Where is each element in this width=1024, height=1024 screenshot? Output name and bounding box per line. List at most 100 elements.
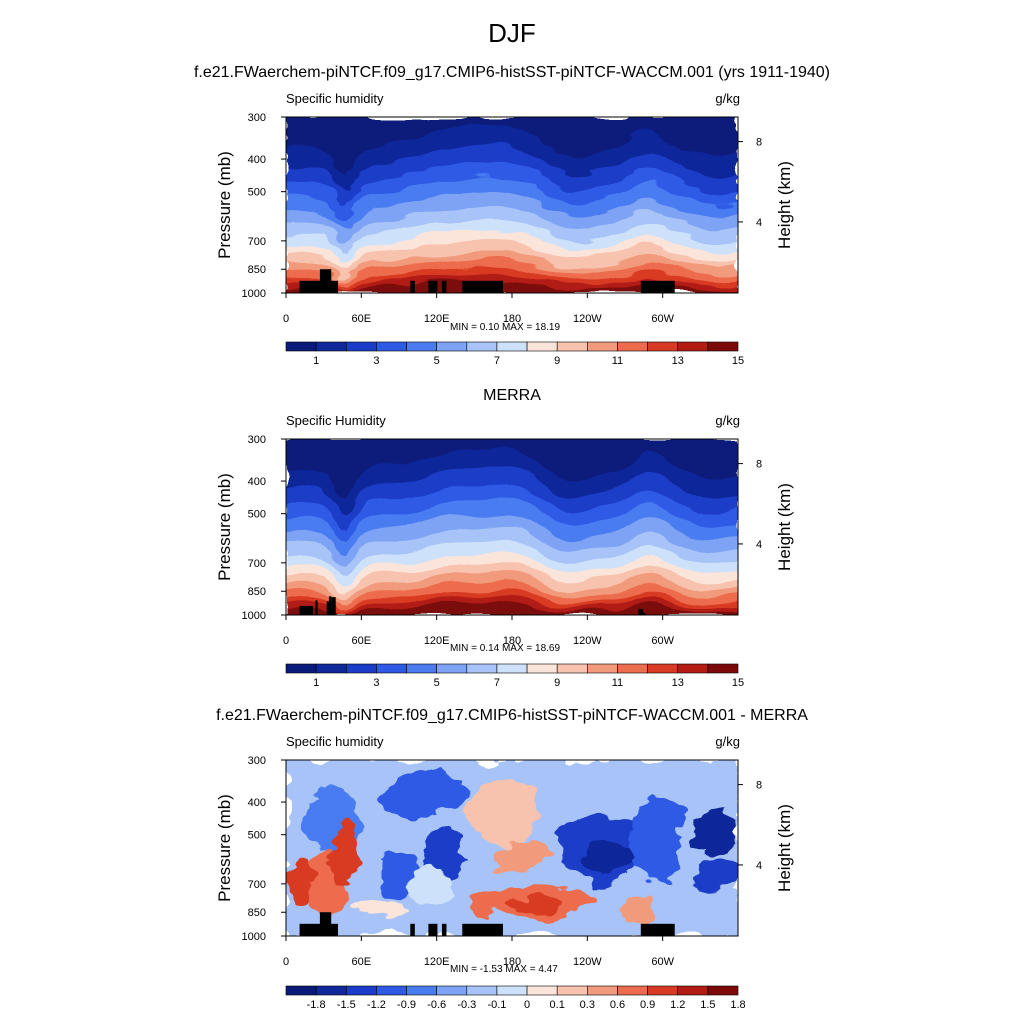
panel-1-colorbar-label-1: 3 xyxy=(373,355,379,367)
panel-2-colorbar-box-0 xyxy=(285,663,317,674)
panel-3-anomaly-8 xyxy=(584,839,639,875)
panel-1-colorbar-label-5: 11 xyxy=(612,355,623,367)
panel-1-colorbar-box-3 xyxy=(376,341,407,352)
panel-3-anomaly-6 xyxy=(507,895,562,914)
panel-3-colorbar-box-13 xyxy=(677,985,709,996)
panel-2-ytick-label-2: 500 xyxy=(248,509,266,521)
panel-1-xtick-label-3: 180 xyxy=(503,313,521,325)
panel-1-colorbar-box-8 xyxy=(526,341,558,352)
panel-3-topography-6 xyxy=(640,923,675,936)
panel-3-colorbar-box-10 xyxy=(587,985,618,996)
panel-3-anomaly-4 xyxy=(493,839,549,875)
panel-2-colorbar-label-2: 5 xyxy=(434,677,440,689)
panel-2-y2tick-label-1: 4 xyxy=(756,539,762,551)
panel-1-topography-1 xyxy=(319,269,332,293)
panel-2-ytick-label-0: 300 xyxy=(248,434,266,446)
panel-3-colorbar-label-11: 0.9 xyxy=(640,999,655,1011)
panel-2-colorbar-box-2 xyxy=(345,663,377,674)
panel-1-colorbar-box-4 xyxy=(406,341,437,352)
panel-2-xtick-label-2: 120E xyxy=(424,635,450,647)
panel-3-colorbar-box-14 xyxy=(707,985,739,996)
panel-2-colorbar-box-13 xyxy=(677,663,709,674)
panel-3-minmax: MIN = -1.53 MAX = 4.47 xyxy=(450,964,558,975)
panel-3-colorbar-label-4: -0.6 xyxy=(427,999,446,1011)
panel-3-anomaly-18 xyxy=(656,886,711,915)
panel-1-ytick-label-0: 300 xyxy=(248,112,266,124)
panel-3-anomaly-11 xyxy=(692,856,738,892)
panel-3-colorbar-label-13: 1.5 xyxy=(700,999,715,1011)
panel-3-colorbar-label-6: -0.1 xyxy=(487,999,506,1011)
panel-2-colorbar-box-1 xyxy=(315,663,347,674)
panel-1-ytick-label-2: 500 xyxy=(248,187,266,199)
panel-1-topography-3 xyxy=(428,280,438,293)
panel-1-units-label: g/kg xyxy=(715,91,740,106)
panel-2-colorbar-box-5 xyxy=(436,663,468,674)
panel-3-colorbar-box-3 xyxy=(376,985,407,996)
panel-1-colorbar-box-11 xyxy=(617,341,648,352)
panel-1-colorbar-box-5 xyxy=(436,341,468,352)
panel-1-colorbar-label-2: 5 xyxy=(434,355,440,367)
panel-1-variable-label: Specific humidity xyxy=(286,91,384,106)
panel-1-colorbar-label-3: 7 xyxy=(494,355,500,367)
panel-3-colorbar-box-7 xyxy=(496,985,528,996)
panel-3-variable-label: Specific humidity xyxy=(286,734,384,749)
panel-2-colorbar-box-3 xyxy=(376,663,407,674)
panel-3-colorbar-label-1: -1.5 xyxy=(337,999,356,1011)
panel-1-colorbar-box-1 xyxy=(315,341,347,352)
panel-3-ytick-label-4: 850 xyxy=(248,907,266,919)
panel-3-xtick-label-4: 120W xyxy=(573,956,602,968)
panel-2-xtick-label-0: 0 xyxy=(283,635,289,647)
panel-2-colorbar-box-10 xyxy=(587,663,618,674)
panel-2-colorbar-box-6 xyxy=(466,663,498,674)
panel-2-colorbar-box-9 xyxy=(556,663,588,674)
panel-3-colorbar-box-8 xyxy=(526,985,558,996)
panel-2-topography-2 xyxy=(315,600,318,615)
panel-3-anomaly-16 xyxy=(408,865,454,908)
panel-2-colorbar-label-5: 11 xyxy=(612,677,623,689)
panel-3-y2tick-label-0: 8 xyxy=(756,780,762,792)
figure-title: DJF xyxy=(488,18,536,48)
panel-3-ytick-label-1: 400 xyxy=(248,797,266,809)
panel-1-band-14 xyxy=(286,280,738,293)
panel-1-colorbar-box-13 xyxy=(677,341,709,352)
panel-3-topography-1 xyxy=(319,912,332,936)
panel-2-colorbar-label-0: 1 xyxy=(313,677,319,689)
panel-3-topography-2 xyxy=(410,923,415,936)
panel-3-title: f.e21.FWaerchem-piNTCF.f09_g17.CMIP6-his… xyxy=(216,707,808,724)
panel-1-topography-5 xyxy=(462,280,503,293)
panel-3-colorbar-label-3: -0.9 xyxy=(397,999,416,1011)
panel-3-y2tick-label-1: 4 xyxy=(756,860,762,872)
panel-2-colorbar-label-7: 15 xyxy=(732,677,744,689)
panel-3-colorbar-box-12 xyxy=(647,985,679,996)
panel-1-colorbar-label-7: 15 xyxy=(732,355,744,367)
panel-3-colorbar-label-7: 0 xyxy=(524,999,530,1011)
panel-2-ytick-label-1: 400 xyxy=(248,476,266,488)
panel-1-colorbar-box-12 xyxy=(647,341,679,352)
panel-1-ytick-label-4: 850 xyxy=(248,264,266,276)
panel-2-units-label: g/kg xyxy=(715,413,740,428)
panel-3-colorbar-box-9 xyxy=(556,985,588,996)
panel-1-colorbar-box-14 xyxy=(707,341,739,352)
panel-3-topography-4 xyxy=(441,923,447,936)
panel-3-colorbar-label-0: -1.8 xyxy=(307,999,326,1011)
panel-2-colorbar-box-14 xyxy=(707,663,739,674)
panel-3-anomaly-10 xyxy=(692,809,738,852)
panel-1-colorbar-box-7 xyxy=(496,341,528,352)
panel-2-xtick-label-5: 60W xyxy=(651,635,674,647)
panel-3-colorbar-box-1 xyxy=(315,985,347,996)
panel-2-topography-6 xyxy=(638,609,644,615)
panel-3-anomaly-19 xyxy=(349,900,404,919)
panel-2-xtick-label-1: 60E xyxy=(352,635,372,647)
panel-3-colorbar-label-12: 1.2 xyxy=(670,999,685,1011)
panel-2-colorbar-box-8 xyxy=(526,663,558,674)
panel-3-ytick-label-3: 700 xyxy=(248,879,266,891)
panel-1-ytick-label-5: 1000 xyxy=(242,288,266,300)
panel-2-xtick-label-3: 180 xyxy=(503,635,521,647)
panel-1-topography-0 xyxy=(299,280,338,293)
panel-1-ytick-label-1: 400 xyxy=(248,154,266,166)
panel-2-ytick-label-4: 850 xyxy=(248,586,266,598)
panel-3-colorbar-box-4 xyxy=(406,985,437,996)
panel-2-colorbar-box-7 xyxy=(496,663,528,674)
panel-3-anomaly-1 xyxy=(376,774,467,817)
panel-3-colorbar-label-9: 0.3 xyxy=(580,999,595,1011)
